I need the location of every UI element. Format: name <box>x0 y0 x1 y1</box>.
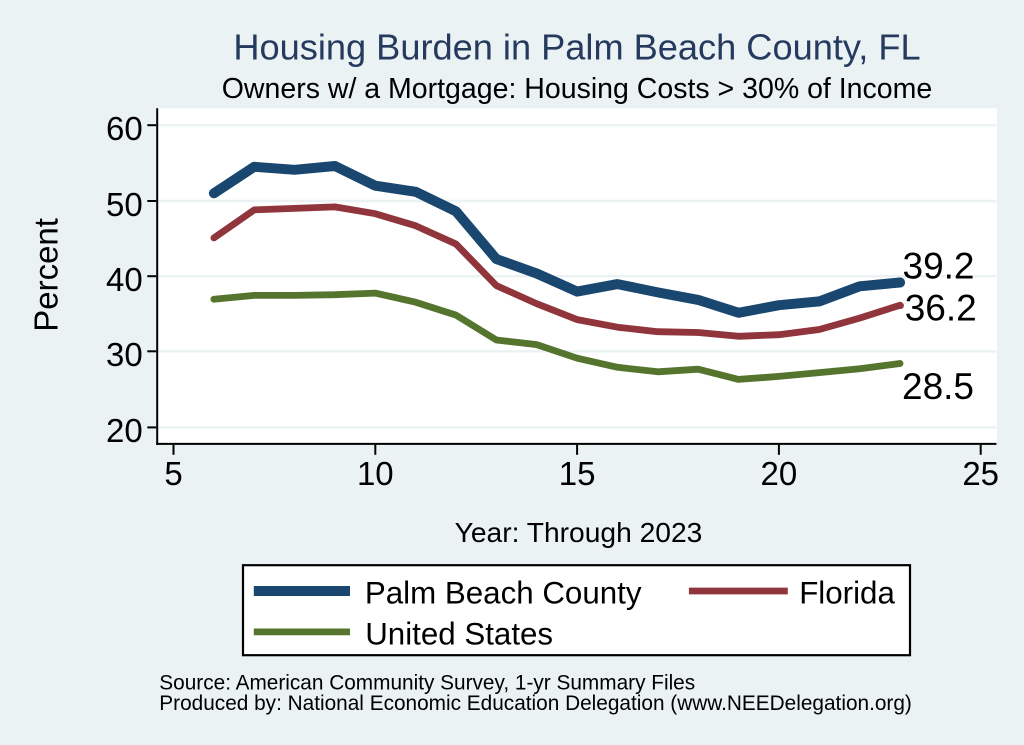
svg-text:20: 20 <box>761 455 798 492</box>
svg-text:United States: United States <box>365 617 553 652</box>
svg-text:60: 60 <box>106 110 143 147</box>
svg-text:28.5: 28.5 <box>902 366 974 407</box>
svg-text:40: 40 <box>106 261 143 298</box>
svg-text:Source: American Community Sur: Source: American Community Survey, 1-yr … <box>159 672 695 695</box>
svg-text:Percent: Percent <box>28 218 65 332</box>
svg-text:20: 20 <box>106 412 143 449</box>
svg-text:39.2: 39.2 <box>903 246 975 287</box>
svg-text:Florida: Florida <box>799 576 895 611</box>
svg-text:30: 30 <box>106 336 143 373</box>
svg-text:Palm Beach County: Palm Beach County <box>365 576 642 611</box>
svg-text:15: 15 <box>559 455 596 492</box>
svg-text:Owners w/ a Mortgage: Housing: Owners w/ a Mortgage: Housing Costs > 30… <box>222 73 932 105</box>
svg-text:50: 50 <box>106 186 143 223</box>
svg-text:Produced by: National Economic: Produced by: National Economic Education… <box>159 692 912 715</box>
svg-text:Year: Through 2023: Year: Through 2023 <box>455 516 703 548</box>
svg-text:Housing Burden in Palm Beach C: Housing Burden in Palm Beach County, FL <box>233 27 920 68</box>
svg-text:10: 10 <box>357 455 394 492</box>
svg-text:36.2: 36.2 <box>905 288 977 329</box>
svg-text:25: 25 <box>962 455 999 492</box>
svg-text:5: 5 <box>164 455 182 492</box>
